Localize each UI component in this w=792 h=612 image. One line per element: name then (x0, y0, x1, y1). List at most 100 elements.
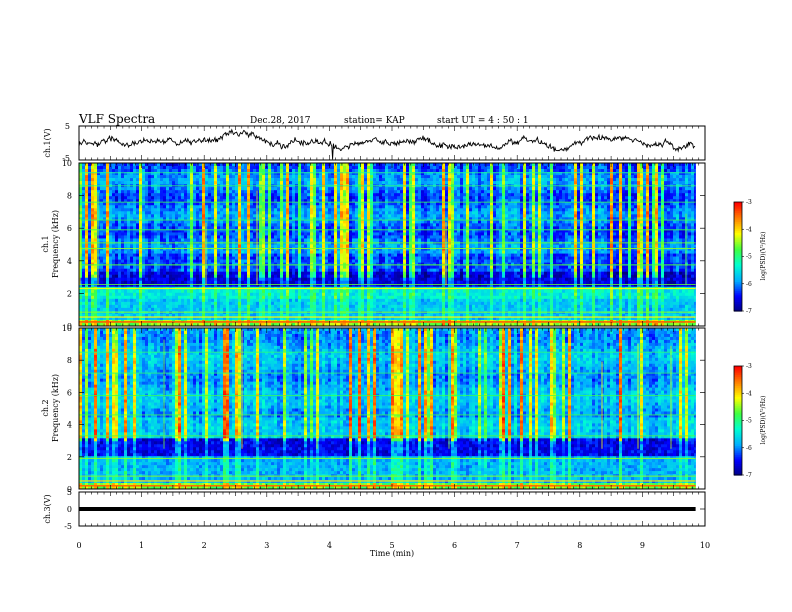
spectrogram-cell (610, 223, 614, 227)
spectrogram-cell (184, 202, 188, 206)
spectrogram-cell (691, 181, 695, 185)
spectrogram-cell (238, 220, 242, 224)
spectrogram-cell (163, 205, 167, 209)
spectrogram-cell (181, 226, 185, 230)
spectrogram-cell (349, 175, 353, 179)
spectrogram-cell (382, 172, 386, 176)
spectrogram-cell (337, 187, 341, 191)
spectrogram-cell (559, 202, 563, 206)
spectrogram-cell (445, 214, 449, 218)
spectrogram-cell (454, 181, 458, 185)
spectrogram-cell (370, 229, 374, 233)
spectrogram-cell (280, 217, 284, 221)
spectrogram-cell (190, 223, 194, 227)
spectrogram-cell (346, 169, 350, 173)
spectrogram-cell (247, 175, 251, 179)
spectrogram-cell (145, 175, 149, 179)
spectrogram-cell (613, 202, 617, 206)
spectrogram-cell (490, 202, 494, 206)
spectrogram-cell (586, 208, 590, 212)
spectrogram-cell (358, 175, 362, 179)
spectrogram-cell (100, 163, 104, 167)
spectrogram-cell (547, 217, 551, 221)
spectrogram-cell (496, 166, 500, 170)
spectrogram-cell (334, 226, 338, 230)
spectrogram-cell (262, 175, 266, 179)
spectrogram-cell (481, 190, 485, 194)
spectrogram-cell (550, 169, 554, 173)
spectrogram-cell (391, 169, 395, 173)
spectrogram-cell (685, 229, 689, 233)
spectrogram-cell (598, 211, 602, 215)
spectrogram-cell (340, 226, 344, 230)
spectrogram-cell (631, 175, 635, 179)
spectrogram-cell (214, 163, 218, 167)
spectrogram-cell (592, 196, 596, 200)
spectrogram-cell (361, 199, 365, 203)
spectrogram-cell (667, 187, 671, 191)
spectrogram-cell (280, 229, 284, 233)
spectrogram-cell (328, 169, 332, 173)
spectrogram-cell (220, 199, 224, 203)
spectrogram-cell (298, 193, 302, 197)
spectrogram-cell (205, 202, 209, 206)
spectrogram-cell (505, 229, 509, 233)
spectrogram-cell (187, 193, 191, 197)
spectrogram-cell (247, 229, 251, 233)
spectrogram-cell (331, 187, 335, 191)
spectrogram-cell (454, 211, 458, 215)
spectrogram-cell (274, 214, 278, 218)
spectrogram-cell (382, 163, 386, 167)
spectrogram-cell (382, 178, 386, 182)
spectrogram-cell (427, 172, 431, 176)
spectrogram-cell (517, 205, 521, 209)
spectrogram-cell (211, 175, 215, 179)
spectrogram-cell (337, 226, 341, 230)
spectrogram-cell (670, 202, 674, 206)
spectrogram-cell (325, 163, 329, 167)
spectrogram-cell (178, 169, 182, 173)
spectrogram-cell (82, 223, 86, 227)
spectrogram-cell (151, 190, 155, 194)
spectrogram-cell (661, 199, 665, 203)
spectrogram-cell (262, 217, 266, 221)
spectrogram-cell (199, 166, 203, 170)
spectrogram-cell (121, 202, 125, 206)
spectrogram-cell (313, 187, 317, 191)
spectrogram-cell (355, 217, 359, 221)
spectrogram-cell (445, 226, 449, 230)
spectrogram-cell (307, 172, 311, 176)
spectrogram-cell (349, 211, 353, 215)
spectrogram-cell (298, 208, 302, 212)
spectrogram-cell (139, 217, 143, 221)
spectrogram-cell (178, 196, 182, 200)
spectrogram-cell (433, 172, 437, 176)
spectrogram-cell (382, 214, 386, 218)
spectrogram-cell (673, 166, 677, 170)
spectrogram-cell (235, 226, 239, 230)
spectrogram-cell (559, 205, 563, 209)
spectrogram-cell (121, 169, 125, 173)
spectrogram-cell (364, 223, 368, 227)
spectrogram-cell (334, 220, 338, 224)
spectrogram-cell (394, 202, 398, 206)
spectrogram-cell (169, 217, 173, 221)
spectrogram-cell (430, 217, 434, 221)
spectrogram-cell (265, 169, 269, 173)
spectrogram-cell (310, 169, 314, 173)
spectrogram-cell (676, 220, 680, 224)
spectrogram-cell (400, 214, 404, 218)
spectrogram-cell (682, 217, 686, 221)
spectrogram-cell (94, 232, 98, 236)
spectrogram-cell (322, 166, 326, 170)
spectrogram-cell (181, 190, 185, 194)
spectrogram-cell (145, 163, 149, 167)
spectrogram-cell (307, 220, 311, 224)
spectrogram-cell (256, 226, 260, 230)
spectrogram-cell (220, 223, 224, 227)
spectrogram-cell (367, 229, 371, 233)
spectrogram-cell (460, 226, 464, 230)
spectrogram-cell (247, 187, 251, 191)
spectrogram-cell (142, 187, 146, 191)
spectrogram-cell (619, 226, 623, 230)
